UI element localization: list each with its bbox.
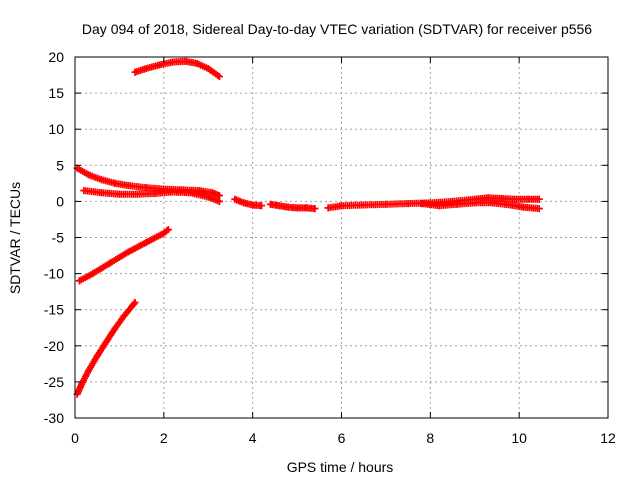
data-point	[324, 204, 332, 212]
data-point	[520, 203, 528, 211]
data-point	[133, 190, 141, 198]
data-point	[131, 68, 139, 76]
y-tick-label: -15	[44, 302, 64, 318]
data-point	[169, 58, 177, 66]
data-point	[93, 352, 101, 360]
data-point	[193, 59, 201, 67]
data-point	[98, 176, 106, 184]
data-point	[102, 338, 110, 346]
data-point	[524, 195, 532, 203]
data-point	[204, 65, 212, 73]
data-point	[417, 200, 425, 208]
data-point	[84, 171, 92, 179]
data-point	[120, 312, 128, 320]
x-axis-ticks: 0 2 4 6 8 10 12	[71, 57, 616, 446]
data-point	[131, 298, 139, 306]
y-tick-label: 5	[56, 157, 64, 173]
data-series	[231, 195, 266, 210]
data-point	[124, 248, 132, 256]
data-point	[84, 367, 92, 375]
x-tick-label: 0	[71, 430, 79, 446]
x-tick-label: 4	[249, 430, 257, 446]
data-point	[231, 195, 239, 203]
data-point	[80, 187, 88, 195]
data-points	[73, 57, 543, 398]
data-point	[164, 226, 172, 234]
x-tick-label: 12	[600, 430, 616, 446]
data-point	[258, 202, 266, 210]
data-point	[471, 199, 479, 207]
data-point	[78, 380, 86, 388]
x-tick-label: 2	[160, 430, 168, 446]
y-tick-label: 0	[56, 193, 64, 209]
data-point	[535, 195, 543, 203]
data-series	[80, 187, 223, 205]
data-point	[249, 201, 257, 209]
data-point	[155, 61, 163, 69]
y-tick-label: 10	[48, 121, 64, 137]
data-point	[338, 202, 345, 210]
y-tick-label: 20	[48, 49, 64, 65]
data-point	[240, 199, 248, 207]
data-point	[186, 189, 194, 197]
data-point	[453, 200, 461, 208]
data-point	[115, 190, 123, 198]
chart-title: Day 094 of 2018, Sidereal Day-to-day VTE…	[82, 21, 592, 37]
data-point	[111, 179, 119, 187]
data-point	[506, 201, 514, 209]
grid-lines	[75, 57, 608, 418]
data-point	[75, 277, 83, 285]
data-point	[89, 270, 97, 278]
y-tick-label: 15	[48, 85, 64, 101]
data-point	[107, 259, 115, 267]
data-point	[195, 187, 203, 195]
y-tick-label: -5	[52, 230, 65, 246]
y-tick-label: -20	[44, 338, 64, 354]
data-point	[182, 57, 190, 65]
data-point	[98, 189, 106, 197]
x-tick-label: 8	[426, 430, 434, 446]
y-axis-label: SDTVAR / TECUs	[7, 182, 23, 294]
x-axis-label: GPS time / hours	[287, 459, 394, 475]
data-point	[266, 200, 274, 208]
x-tick-label: 10	[511, 430, 527, 446]
data-point	[124, 182, 132, 190]
data-point	[535, 205, 543, 213]
data-point	[142, 239, 150, 247]
data-series	[131, 57, 223, 80]
data-point	[142, 65, 150, 73]
data-point	[293, 204, 301, 212]
data-point	[151, 189, 159, 197]
data-series	[73, 298, 139, 398]
data-series	[266, 200, 319, 213]
data-point	[142, 184, 150, 192]
data-point	[435, 202, 443, 210]
data-point	[284, 203, 292, 211]
data-point	[215, 197, 223, 205]
data-point	[497, 195, 505, 203]
data-point	[511, 195, 519, 203]
data-point	[275, 202, 283, 210]
data-point	[382, 200, 390, 208]
y-axis-ticks: -30 -25 -20 -15 -10 -5 0 5 10 15 20	[44, 49, 608, 426]
data-point	[311, 205, 319, 213]
data-point	[215, 72, 223, 80]
data-point	[160, 229, 168, 237]
data-series	[417, 199, 543, 213]
data-point	[360, 201, 368, 209]
data-point	[169, 188, 177, 196]
y-tick-label: -10	[44, 266, 64, 282]
data-point	[489, 199, 497, 207]
y-tick-label: -30	[44, 410, 64, 426]
data-point	[302, 204, 310, 212]
data-point	[111, 324, 119, 332]
data-point	[204, 193, 212, 201]
data-point	[404, 200, 412, 208]
y-tick-label: -25	[44, 374, 64, 390]
x-tick-label: 6	[338, 430, 346, 446]
data-series	[75, 226, 172, 285]
